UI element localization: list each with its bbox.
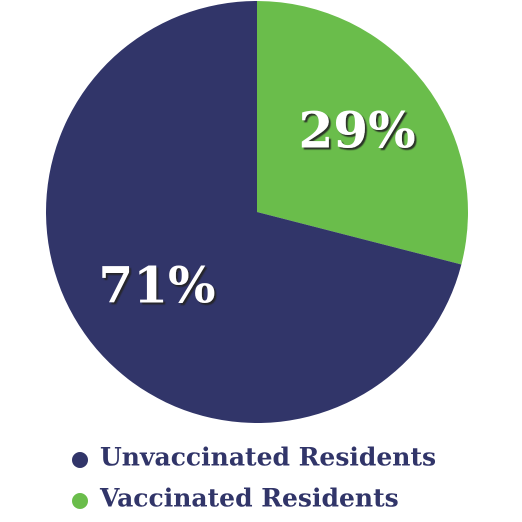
pie-slice: [45, 0, 462, 423]
legend-marker: [72, 452, 88, 468]
data-label: 71%: [98, 256, 215, 315]
legend-label: Unvaccinated Residents: [100, 443, 436, 472]
legend-marker: [72, 493, 88, 509]
pie-slice: [257, 1, 468, 265]
legend-label: Vaccinated Residents: [99, 484, 399, 513]
data-label: 29%: [298, 100, 415, 159]
